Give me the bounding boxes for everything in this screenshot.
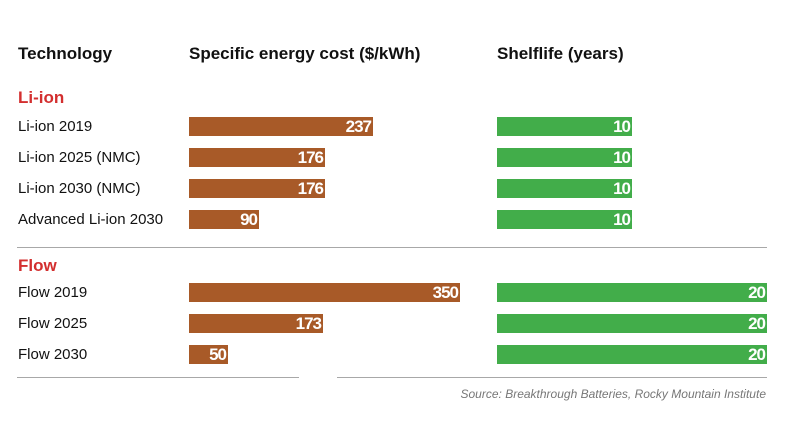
header-cost: Specific energy cost ($/kWh) <box>189 44 421 63</box>
cost-bar: 90 <box>189 210 259 229</box>
cost-value-label: 176 <box>297 179 324 198</box>
shelflife-bar: 10 <box>497 148 632 167</box>
cost-bar: 237 <box>189 117 373 136</box>
divider-groups <box>17 247 767 248</box>
shelflife-bar: 10 <box>497 210 632 229</box>
cost-bar: 173 <box>189 314 323 333</box>
cost-bar: 350 <box>189 283 460 302</box>
cost-value-label: 90 <box>240 210 258 229</box>
shelflife-bar: 10 <box>497 117 632 136</box>
group-title: Li-ion <box>18 88 65 107</box>
row-label: Flow 2019 <box>18 284 88 301</box>
row-label: Li-ion 2030 (NMC) <box>18 180 141 197</box>
cost-value-label: 176 <box>297 148 324 167</box>
cost-value-label: 237 <box>345 117 372 136</box>
divider-bottom-left <box>17 377 299 378</box>
row-label: Li-ion 2025 (NMC) <box>18 149 141 166</box>
cost-value-label: 350 <box>432 283 459 302</box>
row-label: Advanced Li-ion 2030 <box>18 211 164 228</box>
divider-bottom-right <box>337 377 767 378</box>
header-shelflife: Shelflife (years) <box>497 44 624 63</box>
header-technology: Technology <box>18 44 113 63</box>
row-label: Li-ion 2019 <box>18 118 93 135</box>
cost-bar: 50 <box>189 345 228 364</box>
shelflife-value-label: 20 <box>748 345 766 364</box>
group-title: Flow <box>18 256 57 275</box>
cost-bar: 176 <box>189 179 325 198</box>
shelflife-bar: 10 <box>497 179 632 198</box>
row-label: Flow 2030 <box>18 346 88 363</box>
cost-value-label: 50 <box>209 345 227 364</box>
cost-value-label: 173 <box>295 314 322 333</box>
shelflife-bar: 20 <box>497 283 767 302</box>
shelflife-value-label: 20 <box>748 314 766 333</box>
row-label: Flow 2025 <box>18 315 88 332</box>
shelflife-value-label: 10 <box>613 179 631 198</box>
shelflife-bar: 20 <box>497 314 767 333</box>
shelflife-value-label: 10 <box>613 148 631 167</box>
shelflife-value-label: 10 <box>613 210 631 229</box>
shelflife-bar: 20 <box>497 345 767 364</box>
cost-bar: 176 <box>189 148 325 167</box>
source-note: Source: Breakthrough Batteries, Rocky Mo… <box>460 387 767 401</box>
shelflife-value-label: 10 <box>613 117 631 136</box>
shelflife-value-label: 20 <box>748 283 766 302</box>
